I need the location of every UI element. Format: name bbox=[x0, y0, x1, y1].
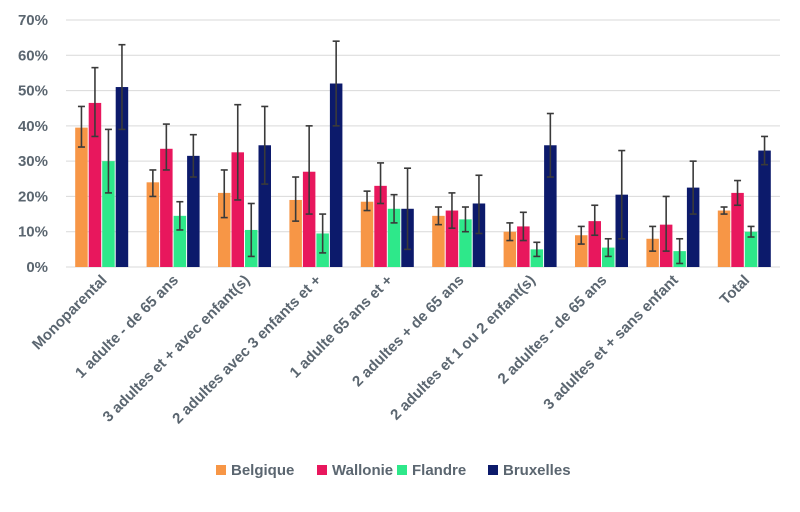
y-tick-label: 70% bbox=[18, 12, 48, 29]
y-axis-ticks: 0% 10% 20% 30% 40% 50% 60% 70% bbox=[18, 12, 48, 276]
y-tick-label: 40% bbox=[18, 118, 48, 135]
bar-flandre-0 bbox=[102, 161, 115, 267]
bar-belgique-7 bbox=[575, 235, 588, 267]
bar-flandre-9 bbox=[744, 231, 758, 267]
bar-wallonie-9 bbox=[731, 192, 744, 267]
bar-belgique-9 bbox=[717, 210, 731, 267]
y-tick-label: 20% bbox=[18, 188, 48, 205]
y-tick-label: 10% bbox=[18, 224, 48, 241]
gridlines bbox=[66, 19, 780, 268]
bar-wallonie-6 bbox=[517, 226, 530, 267]
bar-bruxelles-1 bbox=[187, 155, 200, 267]
x-category-label: 2 adultes et 1 ou 2 enfant(s) bbox=[387, 272, 539, 424]
x-category-label: 2 adultes avec 3 enfants et + bbox=[169, 272, 325, 428]
bar-bruxelles-9 bbox=[758, 150, 771, 267]
x-category-label: 3 adultes et + sans enfant bbox=[540, 272, 681, 413]
bar-flandre-6 bbox=[530, 249, 544, 267]
y-tick-label: 0% bbox=[26, 259, 48, 276]
bar-flandre-1 bbox=[173, 215, 187, 267]
bar-wallonie-0 bbox=[88, 102, 102, 268]
bar-wallonie-4 bbox=[374, 185, 387, 267]
legend-swatch-wallonie bbox=[317, 465, 327, 475]
bar-belgique-4 bbox=[360, 201, 374, 267]
legend-swatch-bruxelles bbox=[488, 465, 498, 475]
legend: Belgique Wallonie Flandre Bruxelles bbox=[216, 462, 571, 479]
bar-flandre-7 bbox=[602, 247, 615, 267]
bar-bruxelles-3 bbox=[329, 83, 343, 267]
bar-bruxelles-0 bbox=[115, 87, 129, 268]
bar-belgique-5 bbox=[432, 215, 445, 267]
x-category-label: 3 adultes et + avec enfant(s) bbox=[100, 272, 254, 426]
bar-belgique-0 bbox=[75, 127, 88, 267]
legend-label-wallonie: Wallonie bbox=[332, 462, 393, 479]
error-bars bbox=[77, 40, 769, 265]
bar-bruxelles-2 bbox=[258, 145, 271, 267]
bar-belgique-3 bbox=[289, 199, 302, 267]
y-tick-label: 30% bbox=[18, 153, 48, 170]
bar-belgique-2 bbox=[218, 192, 231, 267]
x-category-label: Total bbox=[717, 272, 754, 309]
bar-wallonie-7 bbox=[588, 221, 601, 267]
legend-swatch-flandre bbox=[397, 465, 407, 475]
legend-label-belgique: Belgique bbox=[231, 462, 294, 479]
legend-label-bruxelles: Bruxelles bbox=[503, 462, 571, 479]
bar-belgique-1 bbox=[146, 182, 160, 267]
bar-belgique-8 bbox=[646, 238, 659, 267]
bar-bruxelles-8 bbox=[686, 187, 700, 267]
bar-bruxelles-6 bbox=[544, 145, 557, 267]
legend-label-flandre: Flandre bbox=[412, 462, 466, 479]
x-category-label: Monoparental bbox=[29, 272, 111, 354]
bar-wallonie-3 bbox=[302, 171, 316, 267]
y-tick-label: 60% bbox=[18, 47, 48, 64]
bar-bruxelles-5 bbox=[472, 203, 486, 267]
bar-wallonie-1 bbox=[160, 148, 173, 267]
legend-swatch-belgique bbox=[216, 465, 226, 475]
y-tick-label: 50% bbox=[18, 83, 48, 100]
bar-wallonie-2 bbox=[231, 152, 244, 267]
bar-wallonie-5 bbox=[445, 210, 459, 267]
